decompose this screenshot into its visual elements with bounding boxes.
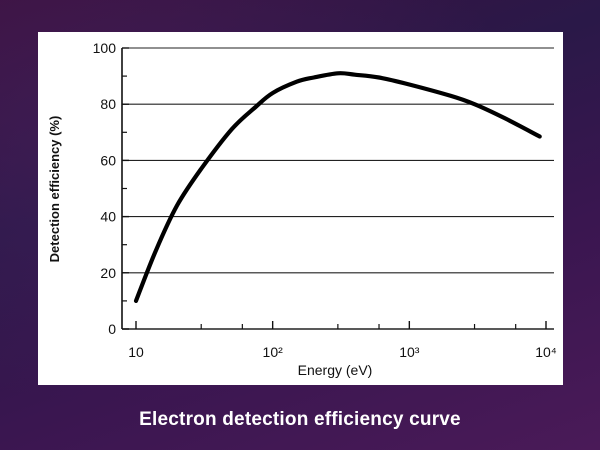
- y-tick-label: 0: [108, 321, 116, 337]
- y-tick-label: 100: [93, 40, 117, 56]
- x-ticks: 10 10² 10³ 10⁴: [128, 321, 557, 360]
- y-tick-label: 80: [100, 96, 116, 112]
- x-tick-label: 10³: [399, 344, 420, 360]
- efficiency-curve: [133, 71, 542, 303]
- grid-layer: [122, 47, 554, 330]
- y-tick-label: 60: [100, 152, 116, 168]
- y-axis-label: Detection efficiency (%): [47, 116, 62, 263]
- y-ticks: 0 20 40 60 80 100: [93, 40, 129, 337]
- x-tick-label: 10⁴: [535, 344, 557, 360]
- chart-panel: 10 10² 10³ 10⁴ 0 20 40 60 80 100 Energy (eV) Det…: [38, 32, 563, 385]
- slide-caption: Electron detection efficiency curve: [139, 409, 461, 430]
- series-layer: [133, 71, 542, 303]
- x-tick-label: 10: [128, 344, 144, 360]
- y-tick-label: 40: [100, 209, 116, 225]
- x-tick-label: 10²: [263, 344, 284, 360]
- efficiency-chart: 10 10² 10³ 10⁴ 0 20 40 60 80 100 Energy (eV) Det…: [47, 40, 557, 378]
- y-tick-label: 20: [100, 265, 116, 281]
- x-axis-label: Energy (eV): [298, 362, 373, 378]
